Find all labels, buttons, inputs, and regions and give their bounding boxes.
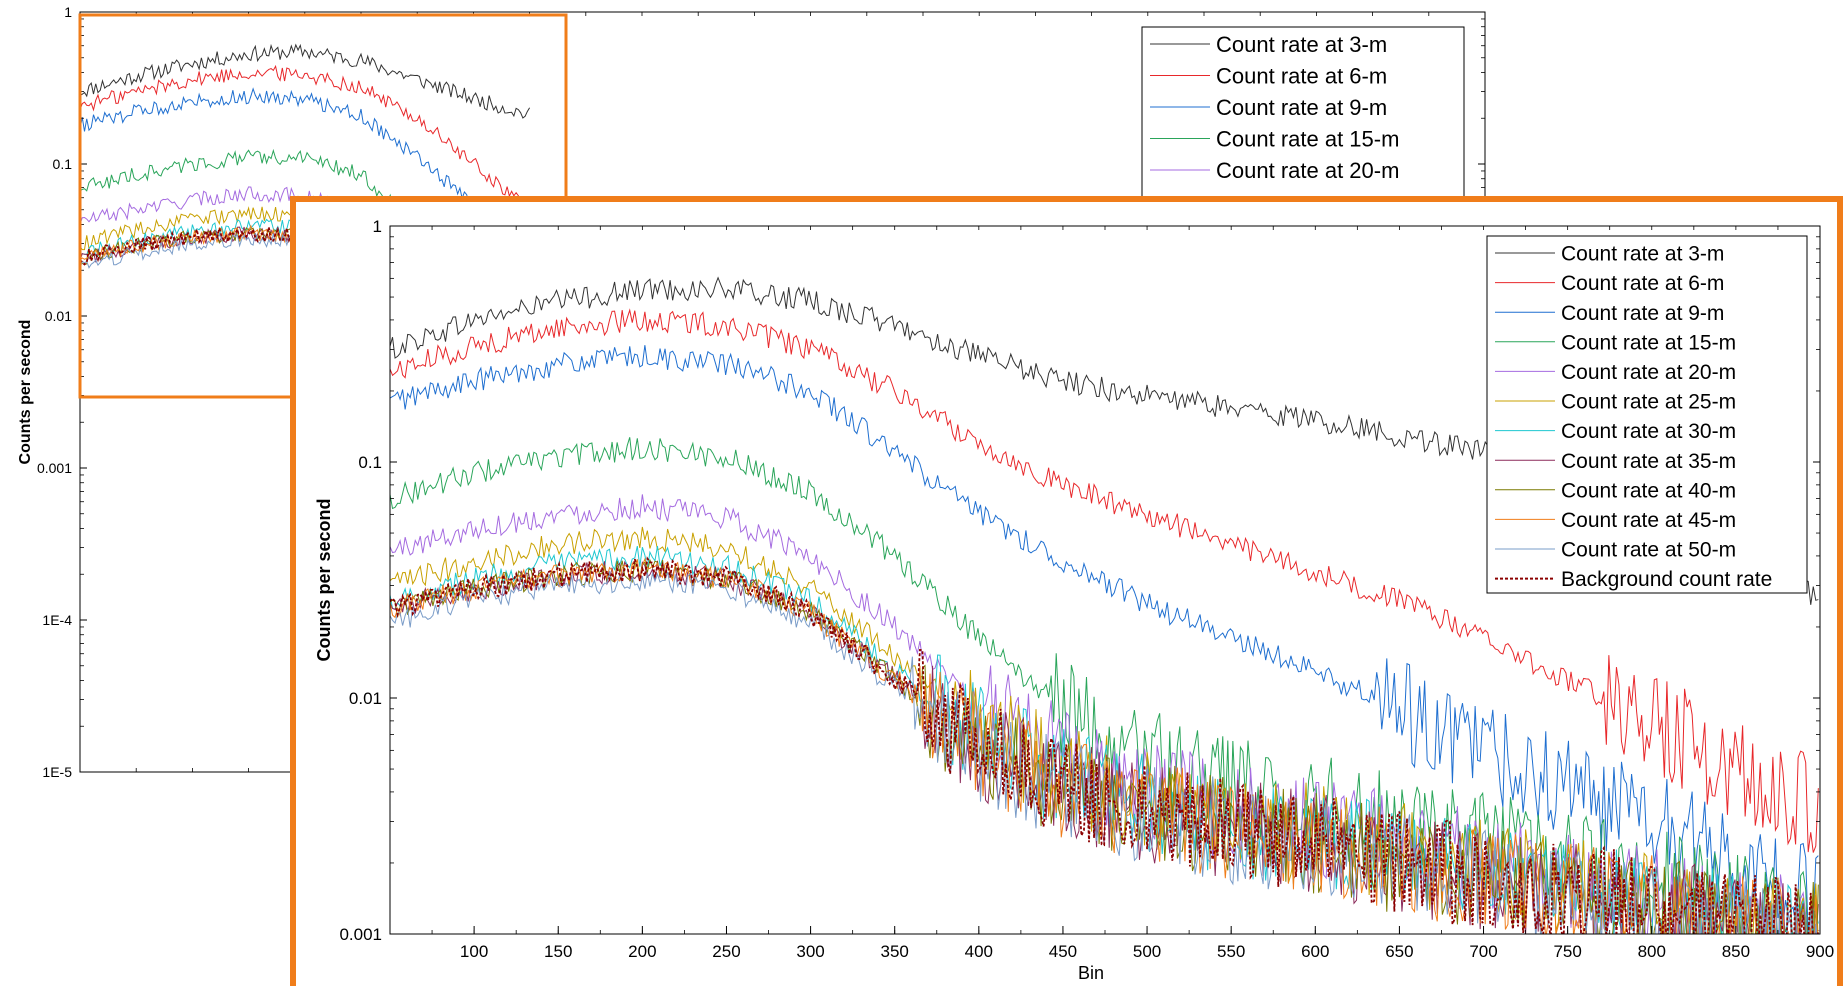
inset-xtick-label: 450 xyxy=(1049,942,1077,961)
inset-x-axis: 100 150 200 250 300 350 400 450 500 550 600 650 700 7… xyxy=(389,226,1834,961)
main-ytick-label: 1 xyxy=(64,4,72,20)
main-legend: Count rate at 3-m Count rate at 6-m Count … xyxy=(1141,26,1465,208)
main-legend-label: Count rate at 9-m xyxy=(1216,95,1387,120)
main-legend-label: Count rate at 15-m xyxy=(1216,126,1399,151)
inset-legend-label: Count rate at 40-m xyxy=(1561,479,1736,502)
main-series-0 xyxy=(80,43,531,119)
inset-xtick-label: 700 xyxy=(1469,942,1497,961)
inset-series-5 xyxy=(390,526,1819,934)
inset-legend-label: Background count rate xyxy=(1561,568,1772,591)
inset-legend-label: Count rate at 25-m xyxy=(1561,391,1736,414)
inset-xtick-label: 650 xyxy=(1385,942,1413,961)
main-legend-label: Count rate at 3-m xyxy=(1216,32,1387,57)
main-series-2 xyxy=(80,87,531,247)
inset-legend-box xyxy=(1486,235,1808,594)
inset-series-11 xyxy=(390,556,1820,934)
inset-ytick-label: 0.01 xyxy=(349,689,382,708)
inset-xtick-label: 250 xyxy=(712,942,740,961)
inset-legend-label: Count rate at 9-m xyxy=(1561,302,1724,325)
inset-xtick-label: 350 xyxy=(881,942,909,961)
inset-series-10 xyxy=(390,570,1818,934)
inset-x-axis-label: Bin xyxy=(1078,963,1104,983)
inset-ytick-label: 0.1 xyxy=(358,453,382,472)
inset-legend-label: Count rate at 3-m xyxy=(1561,243,1724,266)
inset-series-1 xyxy=(390,308,1819,853)
main-ytick-label: 0.001 xyxy=(37,460,72,476)
main-ytick-label: 0.1 xyxy=(53,156,73,172)
inset-xtick-label: 100 xyxy=(460,942,488,961)
inset-legend-label: Count rate at 30-m xyxy=(1561,420,1736,443)
inset-xtick-label: 150 xyxy=(544,942,572,961)
inset-legend-label: Count rate at 15-m xyxy=(1561,331,1736,354)
inset-xtick-label: 200 xyxy=(628,942,656,961)
inset-legend-label: Count rate at 35-m xyxy=(1561,450,1736,473)
inset-xtick-label: 850 xyxy=(1722,942,1750,961)
inset-legend: Count rate at 3-m Count rate at 6-m Count … xyxy=(1486,235,1808,594)
inset-y-axis: 1 0.1 0.01 0.001 xyxy=(339,217,1820,944)
main-legend-label: Count rate at 20-m xyxy=(1216,158,1399,183)
inset-ytick-label: 1 xyxy=(373,217,382,236)
main-ytick-label: 1E-4 xyxy=(42,612,72,628)
inset-xtick-label: 400 xyxy=(965,942,993,961)
inset-ytick-label: 0.001 xyxy=(339,925,382,944)
inset-y-axis-label: Counts per second xyxy=(314,498,334,661)
inset-legend-label: Count rate at 50-m xyxy=(1561,539,1736,562)
main-y-axis-label: Counts per second xyxy=(17,320,34,465)
main-series-1 xyxy=(80,64,531,216)
inset-xtick-label: 600 xyxy=(1301,942,1329,961)
inset-xtick-label: 550 xyxy=(1217,942,1245,961)
inset-legend-label: Count rate at 20-m xyxy=(1561,361,1736,384)
main-legend-label: Count rate at 6-m xyxy=(1216,63,1387,88)
main-y-axis: 1 0.1 0.01 0.001 1E-4 1E-5 xyxy=(37,4,1485,780)
inset-legend-label: Count rate at 45-m xyxy=(1561,509,1736,532)
inset-xtick-label: 500 xyxy=(1133,942,1161,961)
inset-xtick-label: 900 xyxy=(1806,942,1834,961)
inset-series-2 xyxy=(390,345,1819,934)
inset-chart: 1 0.1 0.01 0.001 100 150 200 250 300 350 400 450 50… xyxy=(290,196,1843,986)
inset-xtick-label: 750 xyxy=(1553,942,1581,961)
inset-xtick-label: 300 xyxy=(796,942,824,961)
inset-xtick-label: 800 xyxy=(1638,942,1666,961)
inset-series-lines xyxy=(390,276,1820,934)
inset-legend-label: Count rate at 6-m xyxy=(1561,272,1724,295)
main-ytick-label: 0.01 xyxy=(45,308,72,324)
main-ytick-label: 1E-5 xyxy=(42,764,72,780)
